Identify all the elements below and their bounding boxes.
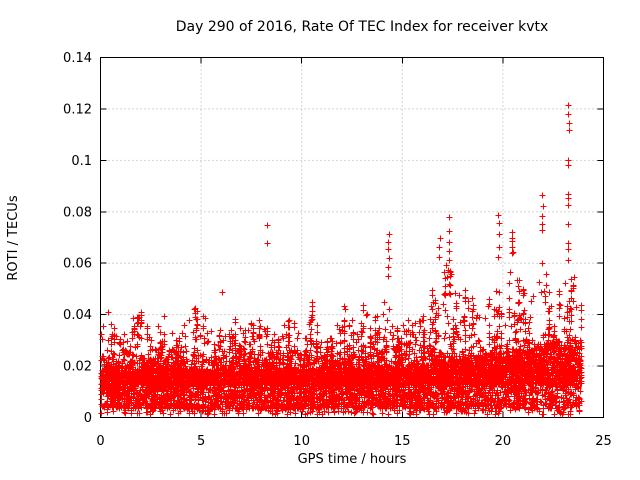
y-tick-label: 0 (84, 411, 92, 426)
y-tick-label: 0.1 (71, 154, 92, 169)
axes-frame (100, 57, 604, 418)
x-tick-label: 20 (495, 434, 512, 449)
y-axis-label: ROTI / TECUs (6, 195, 21, 280)
y-tick-label: 0.02 (63, 360, 92, 375)
y-tick-label: 0.06 (63, 257, 92, 272)
x-axis-label: GPS time / hours (298, 452, 407, 467)
x-tick-label: 10 (293, 434, 310, 449)
x-tick-label: 15 (394, 434, 411, 449)
y-tick-label: 0.14 (63, 51, 92, 66)
tick-labels: 0 5 10 15 20 25 0 0.02 0.04 0.06 0.08 0.1 0.12 0.14 (63, 51, 612, 449)
chart-title: Day 290 of 2016, Rate Of TEC Index for r… (176, 19, 549, 35)
scatter-points (98, 102, 585, 418)
data-points-layer (98, 102, 585, 418)
y-tick-label: 0.12 (63, 102, 92, 117)
x-tick-label: 0 (96, 434, 104, 449)
plot-border (100, 57, 604, 418)
y-tick-label: 0.08 (63, 205, 92, 220)
x-tick-label: 25 (595, 434, 612, 449)
x-tick-label: 5 (197, 434, 205, 449)
y-tick-label: 0.04 (63, 308, 92, 323)
